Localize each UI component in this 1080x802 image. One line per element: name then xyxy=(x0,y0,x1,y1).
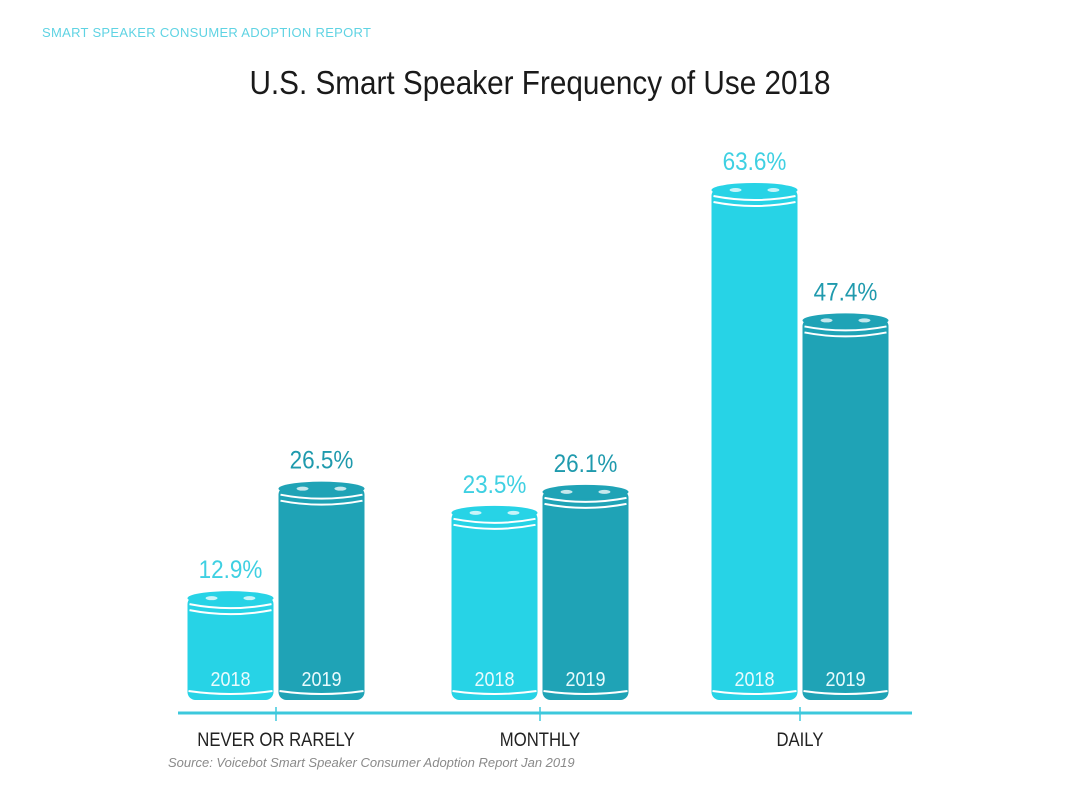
bar-series-label: 2019 xyxy=(825,669,865,691)
bar-body xyxy=(711,188,798,700)
chart-title: U.S. Smart Speaker Frequency of Use 2018 xyxy=(249,64,831,101)
bar-value-label: 63.6% xyxy=(723,148,787,176)
speaker-bar xyxy=(711,183,798,700)
bar-body xyxy=(278,486,365,700)
speaker-bar xyxy=(542,484,629,700)
x-tick-label: NEVER OR RARELY xyxy=(197,729,355,750)
bar-top-dot xyxy=(729,188,742,193)
bar-series-label: 2019 xyxy=(565,669,605,691)
bar-value-label: 23.5% xyxy=(463,471,527,499)
bar-series-label: 2018 xyxy=(474,669,514,691)
bar-top-rim xyxy=(189,603,272,610)
bar-top-rim xyxy=(804,331,887,338)
bar-top-dot xyxy=(469,510,482,515)
bar-top-cap xyxy=(278,481,365,496)
speaker-bar xyxy=(187,591,274,700)
speaker-bar xyxy=(802,313,889,700)
bar-top-dot xyxy=(820,318,833,323)
bar-top-rim xyxy=(280,493,363,500)
bar-top-dot xyxy=(598,489,611,494)
bar-top-rim xyxy=(544,502,627,509)
bar-top-rim xyxy=(453,517,536,524)
bar-value-label: 26.5% xyxy=(290,447,354,475)
bar-top-dot xyxy=(296,486,309,491)
bar-top-cap xyxy=(451,505,538,520)
bar-value-label: 47.4% xyxy=(814,278,878,306)
bar-body xyxy=(187,596,274,700)
x-tick-label: DAILY xyxy=(776,729,823,750)
bar-top-rim xyxy=(713,195,796,202)
bar-top-cap xyxy=(542,484,629,499)
bar-body xyxy=(451,510,538,700)
bar-top-rim xyxy=(189,609,272,616)
bar-top-dot xyxy=(560,489,573,494)
bar-top-cap xyxy=(187,591,274,606)
bar-top-dot xyxy=(767,188,780,193)
bar-value-label: 12.9% xyxy=(199,556,263,584)
bar-top-dot xyxy=(243,596,256,601)
speaker-bar xyxy=(451,505,538,700)
bar-top-rim xyxy=(453,523,536,530)
speaker-bar xyxy=(278,481,365,700)
bar-top-rim xyxy=(713,201,796,208)
bar-bottom-rim xyxy=(712,690,797,695)
source-note: Source: Voicebot Smart Speaker Consumer … xyxy=(168,755,575,770)
report-kicker: SMART SPEAKER CONSUMER ADOPTION REPORT xyxy=(42,25,372,40)
bar-series-label: 2018 xyxy=(734,669,774,691)
bar-body xyxy=(542,489,629,700)
bar-series-label: 2019 xyxy=(301,669,341,691)
bar-series-label: 2018 xyxy=(210,669,250,691)
bar-bottom-rim xyxy=(543,690,628,695)
bar-bottom-rim xyxy=(279,690,364,695)
bar-top-rim xyxy=(280,499,363,506)
x-tick-label: MONTHLY xyxy=(500,729,580,750)
bar-top-dot xyxy=(205,596,218,601)
bar-bottom-rim xyxy=(188,690,273,695)
bar-body xyxy=(802,318,889,700)
bar-bottom-rim xyxy=(803,690,888,695)
bar-top-cap xyxy=(802,313,889,328)
bar-top-rim xyxy=(544,496,627,503)
bar-value-label: 26.1% xyxy=(554,450,618,478)
bar-top-dot xyxy=(334,486,347,491)
bar-top-cap xyxy=(711,183,798,198)
bar-bottom-rim xyxy=(452,690,537,695)
bar-top-rim xyxy=(804,325,887,332)
bar-top-dot xyxy=(507,510,520,515)
bar-top-dot xyxy=(858,318,871,323)
